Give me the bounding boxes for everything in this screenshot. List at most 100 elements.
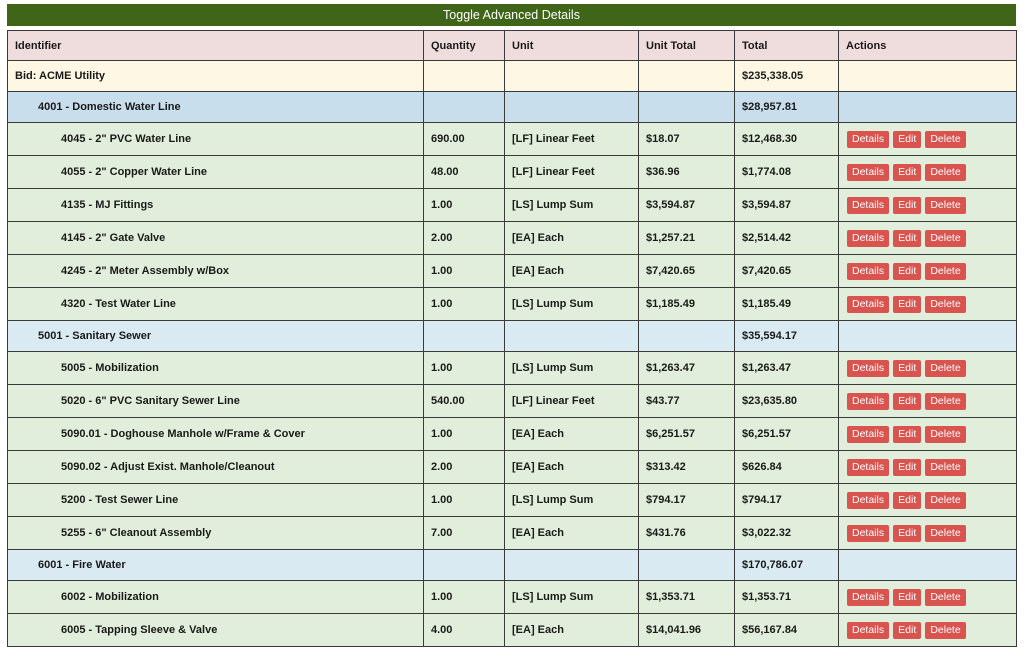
item-total: $1,263.47 (734, 351, 839, 385)
item-identifier: 5020 - 6" PVC Sanitary Sewer Line (7, 384, 424, 418)
details-button[interactable]: Details (847, 588, 890, 606)
details-button[interactable]: Details (847, 262, 890, 280)
delete-button[interactable]: Delete (925, 621, 966, 639)
group-identifier: 4001 - Domestic Water Line (7, 91, 424, 123)
item-identifier: 5005 - Mobilization (7, 351, 424, 385)
table-row: 5005 - Mobilization 1.00 [LS] Lump Sum $1,2… (7, 351, 1017, 385)
details-button[interactable]: Details (847, 295, 890, 313)
edit-button[interactable]: Edit (893, 458, 922, 476)
bid-unit (504, 60, 639, 92)
group-row: 4001 - Domestic Water Line $28,957.81 (7, 91, 1017, 123)
item-unit: [LF] Linear Feet (504, 155, 639, 189)
delete-button[interactable]: Delete (925, 229, 966, 247)
item-unit-total: $1,257.21 (638, 221, 735, 255)
edit-button[interactable]: Edit (893, 588, 922, 606)
details-button[interactable]: Details (847, 163, 890, 181)
item-quantity: 1.00 (423, 351, 505, 385)
group-total: $170,786.07 (734, 549, 839, 581)
item-total: $12,468.30 (734, 122, 839, 156)
item-total: $6,251.57 (734, 417, 839, 451)
bid-items-table: Identifier Quantity Unit Unit Total Tota… (7, 30, 1017, 647)
edit-button[interactable]: Edit (893, 425, 922, 443)
item-quantity: 1.00 (423, 417, 505, 451)
details-button[interactable]: Details (847, 621, 890, 639)
delete-button[interactable]: Delete (925, 163, 966, 181)
item-quantity: 690.00 (423, 122, 505, 156)
item-actions: Details Edit Delete (838, 351, 1017, 385)
details-button[interactable]: Details (847, 524, 890, 542)
edit-button[interactable]: Edit (893, 163, 922, 181)
group-total: $28,957.81 (734, 91, 839, 123)
item-unit-total: $1,263.47 (638, 351, 735, 385)
item-actions: Details Edit Delete (838, 188, 1017, 222)
edit-button[interactable]: Edit (893, 621, 922, 639)
item-unit: [LS] Lump Sum (504, 287, 639, 321)
details-button[interactable]: Details (847, 229, 890, 247)
details-button[interactable]: Details (847, 425, 890, 443)
delete-button[interactable]: Delete (925, 196, 966, 214)
table-body: Bid: ACME Utility $235,338.05 4001 - Dom… (7, 60, 1017, 647)
edit-button[interactable]: Edit (893, 295, 922, 313)
delete-button[interactable]: Delete (925, 524, 966, 542)
group-identifier: 6001 - Fire Water (7, 549, 424, 581)
details-button[interactable]: Details (847, 196, 890, 214)
edit-button[interactable]: Edit (893, 491, 922, 509)
edit-button[interactable]: Edit (893, 196, 922, 214)
item-actions: Details Edit Delete (838, 483, 1017, 517)
delete-button[interactable]: Delete (925, 425, 966, 443)
item-quantity: 48.00 (423, 155, 505, 189)
bid-unit-total (638, 60, 735, 92)
item-identifier: 5255 - 6" Cleanout Assembly (7, 516, 424, 550)
details-button[interactable]: Details (847, 491, 890, 509)
item-unit-total: $1,353.71 (638, 580, 735, 614)
details-button[interactable]: Details (847, 458, 890, 476)
group-quantity (423, 320, 505, 352)
edit-button[interactable]: Edit (893, 130, 922, 148)
item-actions: Details Edit Delete (838, 580, 1017, 614)
details-button[interactable]: Details (847, 359, 890, 377)
table-row: 5255 - 6" Cleanout Assembly 7.00 [EA] Each… (7, 516, 1017, 550)
item-unit: [EA] Each (504, 221, 639, 255)
edit-button[interactable]: Edit (893, 359, 922, 377)
edit-button[interactable]: Edit (893, 392, 922, 410)
item-unit: [LS] Lump Sum (504, 483, 639, 517)
delete-button[interactable]: Delete (925, 458, 966, 476)
toggle-advanced-details-button[interactable]: Toggle Advanced Details (7, 4, 1016, 29)
item-total: $3,594.87 (734, 188, 839, 222)
item-quantity: 1.00 (423, 287, 505, 321)
bid-quantity (423, 60, 505, 92)
group-actions (838, 91, 1017, 123)
item-identifier: 6005 - Tapping Sleeve & Valve (7, 613, 424, 647)
item-unit-total: $36.96 (638, 155, 735, 189)
item-actions: Details Edit Delete (838, 417, 1017, 451)
delete-button[interactable]: Delete (925, 262, 966, 280)
delete-button[interactable]: Delete (925, 392, 966, 410)
table-header-row: Identifier Quantity Unit Unit Total Tota… (7, 30, 1017, 61)
item-unit: [LS] Lump Sum (504, 188, 639, 222)
table-row: 6005 - Tapping Sleeve & Valve 4.00 [EA] Ea… (7, 613, 1017, 647)
column-header-unit-total: Unit Total (638, 30, 735, 61)
column-header-identifier: Identifier (7, 30, 424, 61)
item-total: $1,774.08 (734, 155, 839, 189)
details-button[interactable]: Details (847, 130, 890, 148)
group-unit (504, 91, 639, 123)
item-identifier: 5090.02 - Adjust Exist. Manhole/Cleanout (7, 450, 424, 484)
table-row: 6002 - Mobilization 1.00 [LS] Lump Sum $1,3… (7, 580, 1017, 614)
item-quantity: 1.00 (423, 188, 505, 222)
edit-button[interactable]: Edit (893, 262, 922, 280)
delete-button[interactable]: Delete (925, 491, 966, 509)
group-actions (838, 549, 1017, 581)
delete-button[interactable]: Delete (925, 359, 966, 377)
item-actions: Details Edit Delete (838, 516, 1017, 550)
item-actions: Details Edit Delete (838, 122, 1017, 156)
delete-button[interactable]: Delete (925, 588, 966, 606)
item-quantity: 2.00 (423, 450, 505, 484)
item-quantity: 1.00 (423, 483, 505, 517)
details-button[interactable]: Details (847, 392, 890, 410)
edit-button[interactable]: Edit (893, 229, 922, 247)
table-row: 5090.02 - Adjust Exist. Manhole/Cleanout… (7, 450, 1017, 484)
delete-button[interactable]: Delete (925, 295, 966, 313)
edit-button[interactable]: Edit (893, 524, 922, 542)
item-total: $1,185.49 (734, 287, 839, 321)
delete-button[interactable]: Delete (925, 130, 966, 148)
